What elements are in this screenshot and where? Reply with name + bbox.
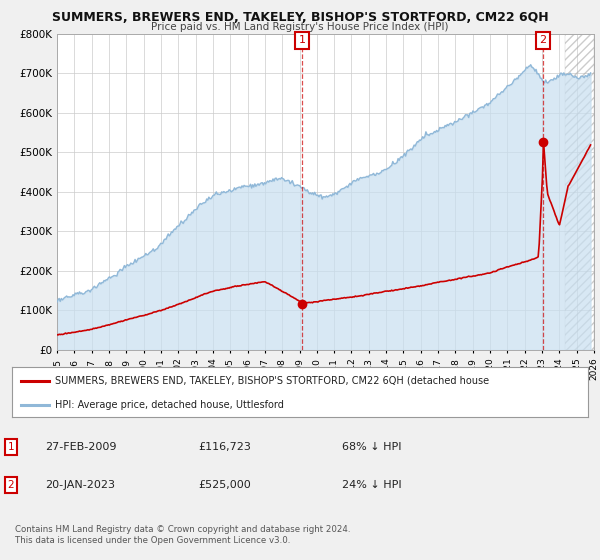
Text: Price paid vs. HM Land Registry's House Price Index (HPI): Price paid vs. HM Land Registry's House … — [151, 22, 449, 32]
Text: 2: 2 — [539, 35, 547, 45]
Text: 1: 1 — [7, 442, 14, 452]
Text: 24% ↓ HPI: 24% ↓ HPI — [342, 480, 401, 490]
Text: Contains HM Land Registry data © Crown copyright and database right 2024.: Contains HM Land Registry data © Crown c… — [15, 525, 350, 534]
Text: 27-FEB-2009: 27-FEB-2009 — [45, 442, 116, 452]
Text: 68% ↓ HPI: 68% ↓ HPI — [342, 442, 401, 452]
Text: 1: 1 — [299, 35, 305, 45]
Text: SUMMERS, BREWERS END, TAKELEY, BISHOP'S STORTFORD, CM22 6QH: SUMMERS, BREWERS END, TAKELEY, BISHOP'S … — [52, 11, 548, 24]
Text: 20-JAN-2023: 20-JAN-2023 — [45, 480, 115, 490]
Text: £116,723: £116,723 — [198, 442, 251, 452]
Text: HPI: Average price, detached house, Uttlesford: HPI: Average price, detached house, Uttl… — [55, 400, 284, 409]
Text: This data is licensed under the Open Government Licence v3.0.: This data is licensed under the Open Gov… — [15, 536, 290, 545]
Text: SUMMERS, BREWERS END, TAKELEY, BISHOP'S STORTFORD, CM22 6QH (detached house: SUMMERS, BREWERS END, TAKELEY, BISHOP'S … — [55, 376, 490, 386]
Text: 2: 2 — [7, 480, 14, 490]
Text: £525,000: £525,000 — [198, 480, 251, 490]
